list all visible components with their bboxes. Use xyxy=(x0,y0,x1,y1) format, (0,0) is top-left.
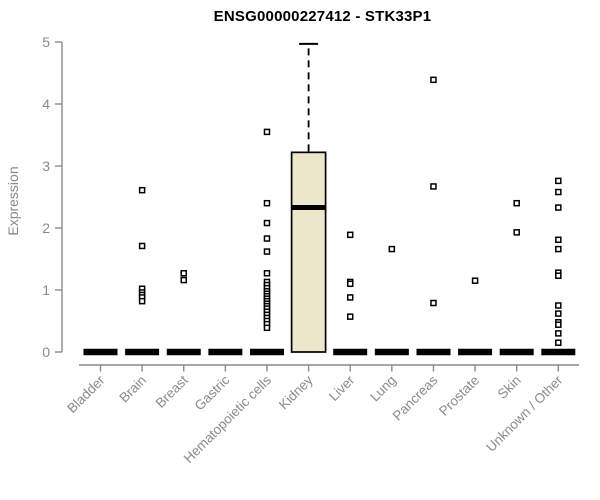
data-point-unknown-other xyxy=(555,245,562,253)
data-point-unknown-other xyxy=(555,310,562,317)
data-point-hematopoietic-cells xyxy=(263,219,271,227)
data-point-unknown-other xyxy=(555,188,562,196)
x-category-label-gastric: Gastric xyxy=(192,372,233,413)
data-point-hematopoietic-cells xyxy=(263,270,271,277)
data-point-pancreas xyxy=(430,76,437,84)
chart-title: ENSG00000227412 - STK33P1 xyxy=(213,8,432,25)
data-point-brain xyxy=(138,297,146,305)
x-category-label-breast: Breast xyxy=(153,372,191,410)
x-category-label-unknown-other: Unknown / Other xyxy=(483,372,566,455)
y-tick-label: 1 xyxy=(42,282,50,298)
data-point-prostate xyxy=(471,277,479,284)
data-point-hematopoietic-cells xyxy=(263,128,271,136)
data-point-liver xyxy=(346,280,354,288)
data-point-liver xyxy=(346,313,354,320)
y-tick-label: 0 xyxy=(42,344,50,360)
data-point-unknown-other xyxy=(555,302,562,309)
x-category-label-bladder: Bladder xyxy=(64,372,108,416)
data-point-liver xyxy=(346,231,354,239)
y-tick-label: 5 xyxy=(42,34,50,50)
data-point-liver xyxy=(346,294,354,301)
data-point-brain xyxy=(138,242,146,250)
data-point-unknown-other xyxy=(555,204,562,211)
data-point-lung xyxy=(388,245,396,253)
data-point-unknown-other xyxy=(555,339,562,346)
x-category-label-liver: Liver xyxy=(326,372,358,404)
x-category-label-prostate: Prostate xyxy=(436,373,482,419)
data-point-hematopoietic-cells xyxy=(263,248,271,255)
data-point-hematopoietic-cells xyxy=(263,235,271,242)
data-point-unknown-other xyxy=(555,272,562,279)
data-point-pancreas xyxy=(430,299,437,307)
data-point-hematopoietic-cells xyxy=(263,324,271,332)
data-point-hematopoietic-cells xyxy=(263,199,271,207)
box-kidney xyxy=(290,151,327,353)
data-point-unknown-other xyxy=(555,330,562,337)
data-point-unknown-other xyxy=(555,177,562,185)
y-tick-label: 3 xyxy=(42,158,50,174)
data-point-breast xyxy=(180,276,187,284)
x-category-label-pancreas: Pancreas xyxy=(390,372,441,423)
data-point-unknown-other xyxy=(555,321,562,328)
y-tick-label: 2 xyxy=(42,220,50,236)
data-point-unknown-other xyxy=(555,236,562,244)
data-point-brain xyxy=(138,186,146,194)
x-category-label-lung: Lung xyxy=(367,373,399,405)
data-point-skin xyxy=(513,199,520,207)
y-tick-label: 4 xyxy=(42,96,50,112)
data-point-skin xyxy=(513,229,520,236)
x-category-label-kidney: Kidney xyxy=(276,372,316,412)
x-category-label-skin: Skin xyxy=(495,373,524,402)
x-category-label-brain: Brain xyxy=(116,373,149,406)
data-point-breast xyxy=(180,270,187,277)
data-point-pancreas xyxy=(430,183,437,190)
